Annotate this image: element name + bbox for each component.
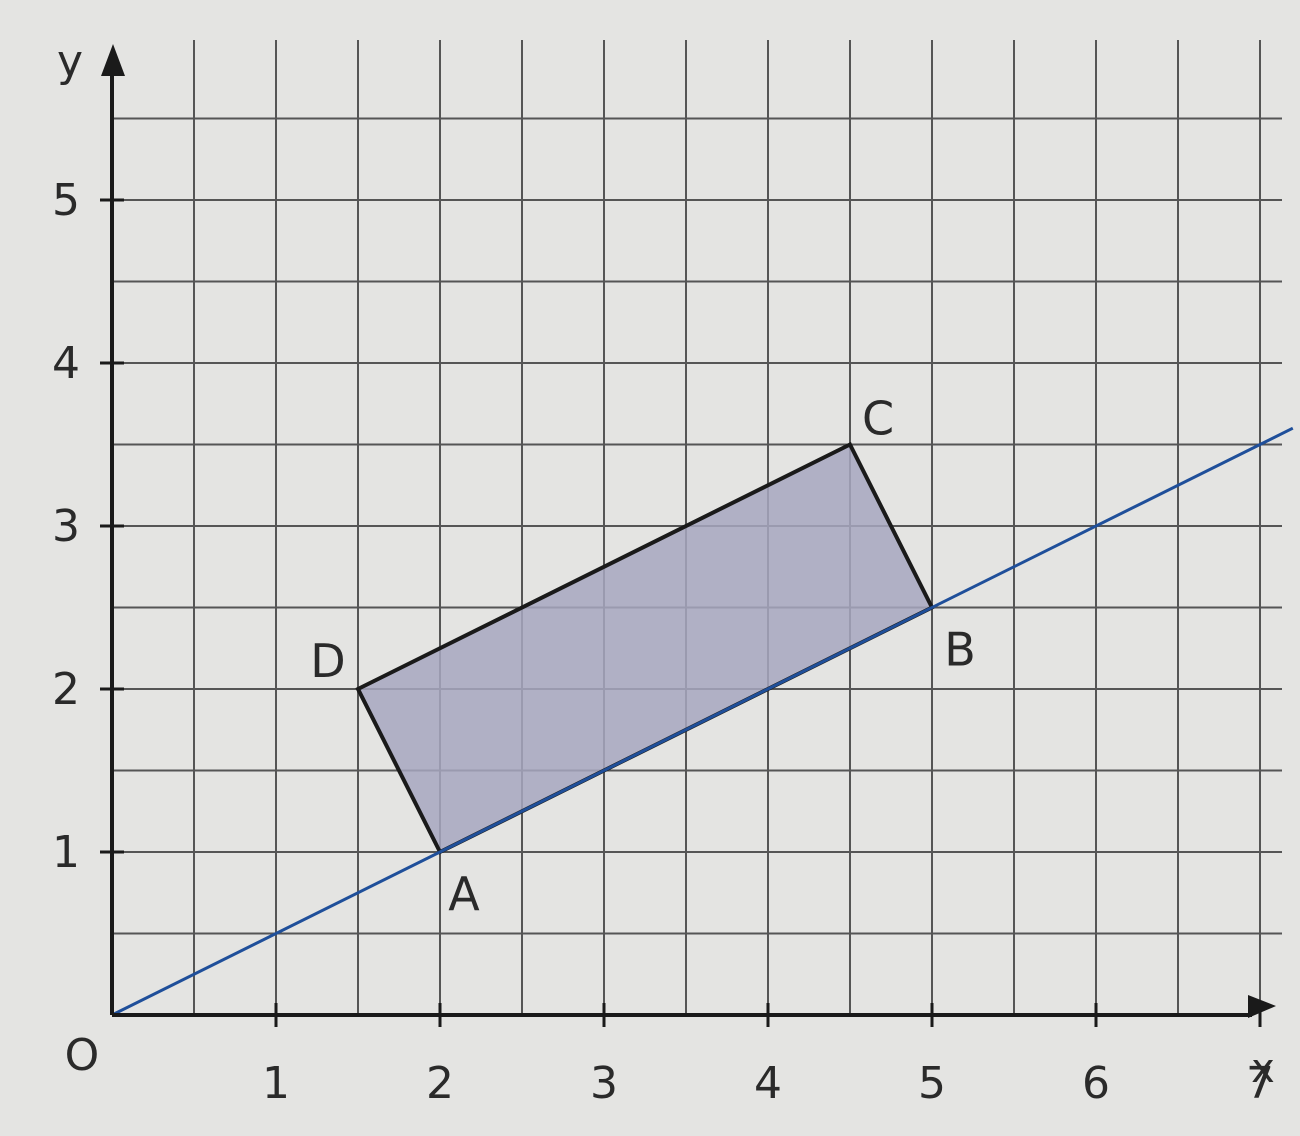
x-tick-label: 6 xyxy=(1082,1058,1110,1109)
vertex-label-b: B xyxy=(944,623,976,677)
line-y-half-x xyxy=(111,426,1294,1017)
vertex-label-c: C xyxy=(862,392,894,446)
y-tick-label: 5 xyxy=(52,175,80,226)
x-tick-label: 3 xyxy=(590,1058,618,1109)
y-tick-label: 2 xyxy=(52,664,80,715)
rectangle-abcd xyxy=(355,441,935,855)
x-tick-label: 4 xyxy=(754,1058,782,1109)
x-tick-label: 1 xyxy=(262,1058,290,1109)
x-axis-label: x xyxy=(1251,1046,1275,1092)
origin-label: O xyxy=(65,1030,100,1081)
axes xyxy=(100,44,1276,1027)
rectangle-polygon xyxy=(355,441,935,855)
labels: 1 2 3 4 5 6 7 1 2 3 4 5 O x y A B C D xyxy=(52,36,1275,1109)
y-tick-label: 1 xyxy=(52,827,80,878)
y-tick-label: 3 xyxy=(52,501,80,552)
vertex-label-d: D xyxy=(310,634,345,688)
line-through-origin xyxy=(111,426,1294,1017)
y-tick-label: 4 xyxy=(52,338,80,389)
x-tick-label: 5 xyxy=(918,1058,946,1109)
vertex-label-a: A xyxy=(448,867,480,921)
x-tick-label: 2 xyxy=(426,1058,454,1109)
y-axis-label: y xyxy=(57,36,83,87)
x-tick-label: 7 xyxy=(1246,1058,1274,1109)
x-axis-arrow xyxy=(1248,995,1276,1018)
y-axis-arrow xyxy=(101,44,125,76)
